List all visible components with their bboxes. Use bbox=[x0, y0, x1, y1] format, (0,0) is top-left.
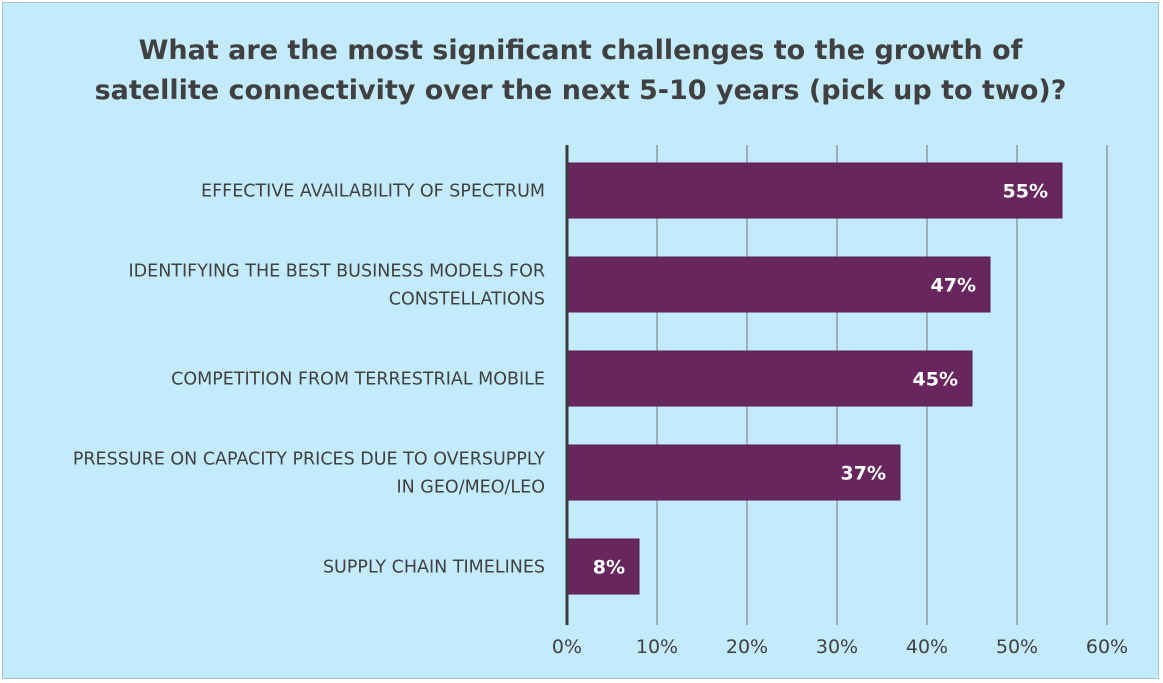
data-label: 8% bbox=[593, 557, 625, 579]
category-label: COMPETITION FROM TERRESTRIAL MOBILE bbox=[171, 370, 545, 390]
chart-title-line-1: What are the most significant challenges… bbox=[138, 35, 1023, 66]
category-label: PRESSURE ON CAPACITY PRICES DUE TO OVERS… bbox=[73, 450, 545, 470]
x-tick-label: 30% bbox=[816, 636, 858, 658]
chart-title: What are the most significant challenges… bbox=[3, 31, 1158, 111]
x-tick-label: 20% bbox=[726, 636, 768, 658]
data-label: 45% bbox=[913, 369, 958, 391]
x-tick-label: 10% bbox=[636, 636, 678, 658]
data-label: 37% bbox=[841, 463, 886, 485]
x-tick-label: 0% bbox=[552, 636, 582, 658]
x-tick-label: 60% bbox=[1086, 636, 1128, 658]
category-label: EFFECTIVE AVAILABILITY OF SPECTRUM bbox=[201, 182, 545, 202]
category-label: CONSTELLATIONS bbox=[389, 290, 545, 310]
bar bbox=[566, 444, 901, 501]
bar bbox=[566, 350, 973, 407]
category-label: IDENTIFYING THE BEST BUSINESS MODELS FOR bbox=[129, 262, 546, 282]
bar bbox=[566, 256, 991, 313]
data-label: 55% bbox=[1003, 181, 1048, 203]
data-label: 47% bbox=[931, 275, 976, 297]
x-tick-label: 50% bbox=[996, 636, 1038, 658]
chart-title-line-2: satellite connectivity over the next 5-1… bbox=[94, 75, 1067, 106]
bar bbox=[566, 162, 1063, 219]
x-tick-label: 40% bbox=[906, 636, 948, 658]
category-label: IN GEO/MEO/LEO bbox=[396, 478, 545, 498]
bar-chart: 55% EFFECTIVE AVAILABILITY OF SPECTRUM 47%… bbox=[73, 145, 1128, 658]
bar bbox=[566, 538, 640, 595]
category-label: SUPPLY CHAIN TIMELINES bbox=[323, 558, 545, 578]
